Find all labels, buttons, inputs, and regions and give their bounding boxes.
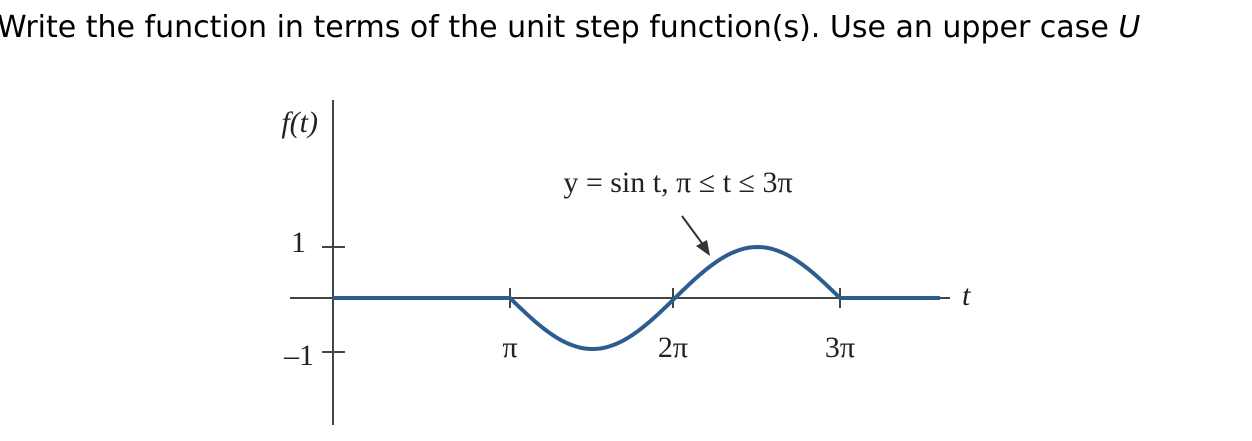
y-tick-label: –1	[283, 339, 314, 372]
question-variable: U	[1118, 10, 1141, 45]
y-axis-label: f(t)	[281, 106, 318, 139]
x-axis-label: t	[962, 279, 971, 312]
arrow	[681, 215, 705, 247]
arrow-head	[696, 240, 710, 256]
question: Write the function in terms of the unit …	[0, 10, 1140, 45]
x-tick-label: 3π	[825, 331, 855, 364]
y-tick-label: 1	[291, 226, 306, 259]
function-curve	[333, 244, 940, 352]
x-tick-label: π	[502, 331, 517, 364]
x-tick-label: 2π	[658, 331, 688, 364]
question-text: Write the function in terms of the unit …	[0, 10, 1109, 45]
annotation: y = sin t, π ≤ t ≤ 3π	[563, 166, 792, 199]
